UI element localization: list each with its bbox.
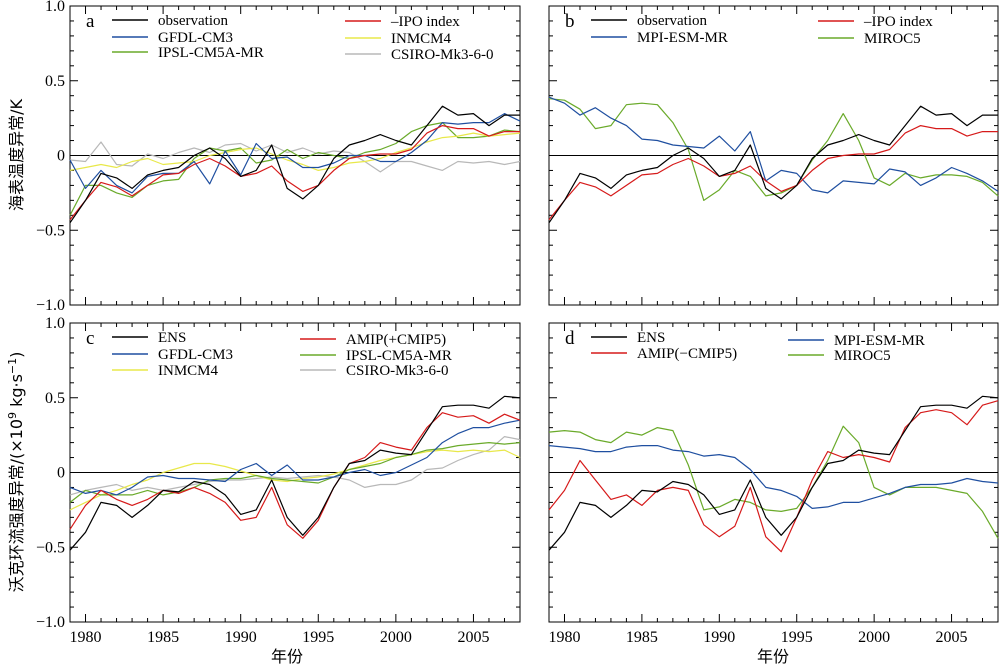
y-tick-label: 0.5	[45, 390, 65, 407]
series-line	[69, 436, 521, 496]
legend-label: ENS	[158, 330, 186, 346]
legend-label: IPSL-CM5A-MR	[158, 45, 264, 61]
x-tick-label: 2005	[457, 629, 489, 646]
x-tick-label: 1985	[147, 629, 179, 646]
x-tick-label: 2000	[380, 629, 412, 646]
y-tick-label: −1.0	[36, 297, 65, 314]
legend-label: CSIRO-Mk3-6-0	[346, 363, 449, 379]
y-axis-title-bottom: 沃克环流强度异常/(×109 kg·s−1)	[6, 352, 26, 593]
x-tick-label: 1980	[548, 629, 580, 646]
y-tick-label: 0	[57, 465, 65, 482]
legend-label: GFDL-CM3	[158, 30, 233, 46]
legend-label: –IPO index	[863, 14, 933, 30]
legend-label: INMCM4	[158, 363, 219, 379]
y-axis-title-bottom-prefix: 沃克环流强度异常/(×10	[7, 419, 26, 592]
y-axis-title-bottom-mid: kg·s	[7, 374, 26, 412]
panel-letter: a	[86, 11, 95, 32]
series-line	[69, 395, 521, 551]
x-tick-label: 1995	[302, 629, 334, 646]
series-line	[548, 425, 999, 539]
series-line	[69, 112, 521, 194]
legend-label: MPI-ESM-MR	[834, 333, 925, 349]
series-line	[69, 105, 520, 224]
series-line	[548, 98, 999, 201]
x-axis-title-right: 年份	[757, 647, 789, 666]
y-tick-label: −1.0	[36, 614, 65, 631]
y-axis-title-top: 海表温度异常/K	[7, 99, 26, 211]
x-tick-label: 1990	[225, 629, 257, 646]
legend-label: AMIP(+CMIP5)	[346, 332, 446, 348]
x-tick-label: 2005	[936, 629, 968, 646]
series-line	[548, 96, 999, 194]
panel-letter: b	[565, 11, 575, 32]
y-axis-title-bottom-exp2: −1	[6, 358, 19, 374]
x-tick-label: 2000	[858, 629, 890, 646]
legend-label: observation	[637, 13, 707, 29]
y-tick-label: 0	[57, 148, 65, 165]
series-line	[548, 395, 999, 551]
y-tick-label: −0.5	[36, 222, 65, 239]
series-group	[69, 395, 521, 551]
legend-label: ENS	[637, 330, 665, 346]
y-tick-label: −0.5	[36, 539, 65, 556]
panel-letter: c	[86, 328, 94, 349]
series-line	[548, 105, 998, 224]
x-tick-label: 1990	[703, 629, 735, 646]
legend-label: –IPO index	[390, 14, 460, 30]
legend-label: MIROC5	[864, 31, 921, 47]
series-line	[69, 141, 521, 173]
series-line	[548, 445, 999, 509]
y-tick-label: 1.0	[45, 0, 65, 15]
panel-a: 1.0 0.5 0 −0.5 −1.0 a observation –IPO index GFD…	[36, 0, 521, 314]
series-line	[69, 419, 521, 496]
legend-label: AMIP(−CMIP5)	[637, 346, 737, 362]
y-tick-label: 1.0	[45, 315, 65, 332]
series-line	[69, 412, 521, 539]
legend-label: IPSL-CM5A-MR	[346, 348, 452, 364]
series-line	[69, 449, 521, 511]
panel-d: 1980 1985 1990 1995 2000 2005 d ENSAMIP(−CMIP5)…	[548, 322, 999, 646]
panel-c: 1.0 0.5 0 −0.5 −1.0 1980 1985 1990 1995 2000 2005 c…	[36, 315, 521, 646]
x-tick-label: 1980	[70, 629, 102, 646]
x-tick-label: 1995	[781, 629, 813, 646]
series-group	[69, 105, 521, 224]
legend-label: MPI-ESM-MR	[637, 30, 728, 46]
legend-label: observation	[158, 13, 228, 29]
series-line	[69, 124, 520, 221]
y-axis-title-bottom-exp1: 9	[6, 412, 19, 419]
series-group	[548, 395, 999, 553]
legend-label: CSIRO-Mk3-6-0	[391, 47, 494, 63]
panels-group: 1.0 0.5 0 −0.5 −1.0 a observation –IPO index GFD…	[36, 0, 999, 646]
series-line	[548, 400, 999, 553]
legend-label: MIROC5	[834, 348, 891, 364]
series-line	[548, 124, 998, 221]
legend-label: GFDL-CM3	[158, 347, 233, 363]
series-line	[69, 442, 521, 503]
series-group	[548, 96, 999, 224]
panel-letter: d	[565, 328, 575, 349]
panel-b: b observation –IPO index MPI-ESM-MR MIROC5	[548, 5, 999, 306]
x-axis-title-left: 年份	[271, 647, 303, 666]
legend-label: INMCM4	[391, 31, 452, 47]
x-tick-label: 1985	[626, 629, 658, 646]
y-tick-label: 0.5	[45, 73, 65, 90]
y-axis-title-bottom-suffix: )	[7, 352, 26, 358]
